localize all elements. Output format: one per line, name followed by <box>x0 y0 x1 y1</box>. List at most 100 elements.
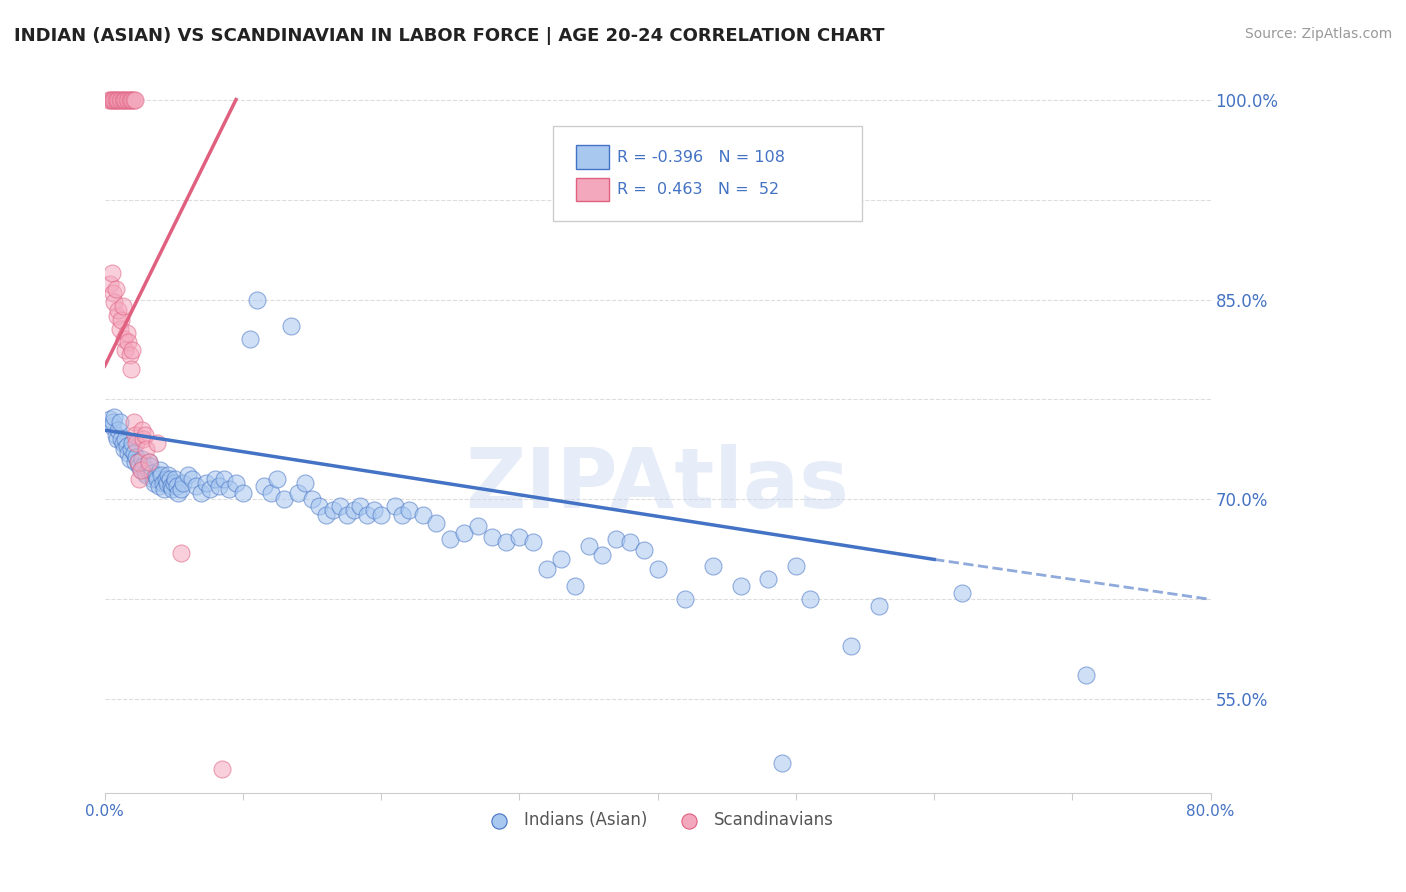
FancyBboxPatch shape <box>576 145 609 169</box>
Point <box>104 282 127 296</box>
Point <box>131 423 153 437</box>
Point <box>868 599 890 613</box>
Point <box>121 343 143 358</box>
Point <box>100 266 122 280</box>
Text: R = -0.396   N = 108: R = -0.396 N = 108 <box>617 150 785 165</box>
Point <box>508 530 530 544</box>
Point <box>412 508 434 523</box>
Point <box>122 93 145 107</box>
Point <box>97 93 120 107</box>
Point <box>152 476 174 491</box>
Point <box>128 472 150 486</box>
Point <box>148 479 170 493</box>
Point <box>145 468 167 483</box>
Point <box>605 533 627 547</box>
Point <box>104 93 127 107</box>
Point <box>103 295 125 310</box>
Point <box>266 472 288 486</box>
Point <box>111 299 134 313</box>
Point <box>239 333 262 347</box>
Point <box>115 326 138 340</box>
Point <box>141 466 163 480</box>
Point <box>756 573 779 587</box>
Point <box>384 499 406 513</box>
Point <box>453 525 475 540</box>
Point <box>162 482 184 496</box>
Point <box>315 508 337 523</box>
Point <box>136 463 159 477</box>
Point <box>225 476 247 491</box>
Point <box>391 508 413 523</box>
Point <box>124 455 146 469</box>
Point <box>301 492 323 507</box>
Point <box>120 93 142 107</box>
Point <box>110 93 132 107</box>
Point <box>730 579 752 593</box>
Point <box>108 415 131 429</box>
Point <box>336 508 359 523</box>
Point <box>100 93 122 107</box>
Point <box>950 585 973 599</box>
Point <box>117 93 139 107</box>
Point <box>799 592 821 607</box>
Point <box>150 468 173 483</box>
Point <box>100 419 122 434</box>
Point <box>194 476 217 491</box>
Point <box>356 508 378 523</box>
Point <box>212 472 235 486</box>
Point <box>280 319 302 334</box>
Point <box>702 559 724 574</box>
Point <box>127 455 149 469</box>
Point <box>111 436 134 450</box>
Point <box>134 428 156 442</box>
Point <box>176 468 198 483</box>
Point <box>273 492 295 507</box>
Point <box>105 433 128 447</box>
Point <box>785 559 807 574</box>
Point <box>120 442 142 456</box>
Point <box>467 519 489 533</box>
Point <box>111 93 134 107</box>
Point <box>139 459 162 474</box>
Point <box>98 277 121 291</box>
Point <box>564 579 586 593</box>
Point <box>180 472 202 486</box>
Point <box>342 503 364 517</box>
Text: ZIPAtlas: ZIPAtlas <box>465 444 849 525</box>
Point <box>163 476 186 491</box>
Point <box>167 485 190 500</box>
FancyBboxPatch shape <box>576 178 609 201</box>
Point <box>166 479 188 493</box>
Point <box>107 423 129 437</box>
Point <box>132 433 155 447</box>
Point <box>129 463 152 477</box>
Point <box>118 452 141 467</box>
Point <box>112 442 135 456</box>
Point <box>149 463 172 477</box>
Point <box>591 549 613 563</box>
Point <box>114 433 136 447</box>
Point <box>143 476 166 491</box>
Point <box>103 93 125 107</box>
Point <box>218 482 240 496</box>
Point <box>155 472 177 486</box>
Point <box>550 552 572 566</box>
Legend: Indians (Asian), Scandinavians: Indians (Asian), Scandinavians <box>475 805 841 836</box>
Point <box>127 455 149 469</box>
Point <box>104 428 127 442</box>
Point <box>110 312 132 326</box>
Point <box>184 479 207 493</box>
Point <box>98 412 121 426</box>
Point <box>481 530 503 544</box>
Point <box>125 436 148 450</box>
Point <box>159 472 181 486</box>
Point <box>138 455 160 469</box>
Point <box>125 450 148 464</box>
Point <box>170 482 193 496</box>
Point <box>153 482 176 496</box>
Point <box>105 93 128 107</box>
Point <box>198 482 221 496</box>
Point <box>172 476 194 491</box>
Point <box>114 93 136 107</box>
Point <box>135 442 157 456</box>
